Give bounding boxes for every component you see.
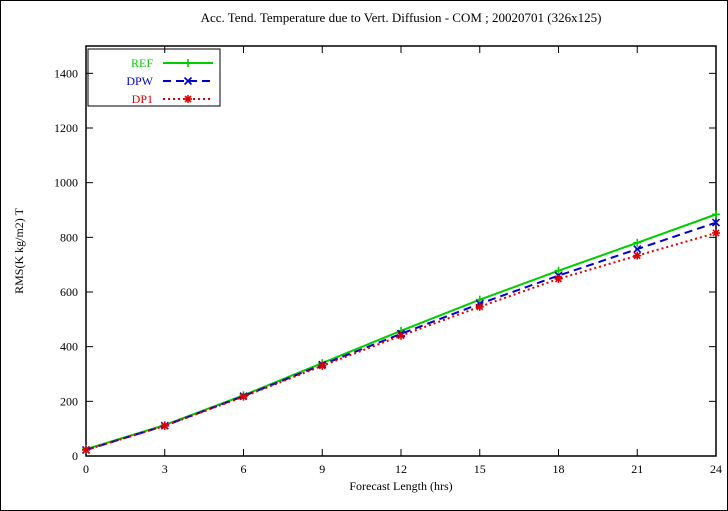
x-tick-label: 15 [474,462,486,476]
x-tick-label: 0 [83,462,89,476]
y-tick-label: 1200 [54,121,78,135]
asterisk-marker-icon [184,95,192,103]
y-tick-label: 400 [60,340,78,354]
x-tick-label: 24 [710,462,722,476]
y-tick-label: 600 [60,285,78,299]
chart-title: Acc. Tend. Temperature due to Vert. Diff… [201,10,602,25]
asterisk-marker-icon [476,303,484,311]
asterisk-marker-icon [82,446,90,454]
asterisk-marker-icon [633,252,641,260]
plot-border [85,45,717,457]
legend-label-dp1: DP1 [132,92,153,106]
x-tick-label: 3 [162,462,168,476]
asterisk-marker-icon [161,422,169,430]
x-tick-label: 12 [395,462,407,476]
series-line-dp1 [85,231,717,451]
asterisk-marker-icon [239,393,248,401]
x-tick-label: 6 [241,462,247,476]
legend: REF DPW DP1 [87,48,221,107]
x-axis-label: Forecast Length (hrs) [349,479,452,493]
cross-marker-icon [183,76,193,86]
asterisk-marker-icon [712,229,720,237]
y-tick-label: 800 [60,230,78,244]
legend-label-ref: REF [131,56,153,70]
y-tick-label: 0 [72,449,78,463]
asterisk-marker-icon [318,362,326,370]
asterisk-marker-icon [554,275,563,283]
cross-marker-icon [711,218,721,227]
y-tick-label: 200 [60,394,78,408]
x-tick-label: 21 [631,462,643,476]
x-tick-label: 9 [319,462,325,476]
series-dp1 [82,228,720,454]
y-tick-label: 1400 [54,66,78,80]
x-tick-label: 18 [553,462,565,476]
asterisk-marker-icon [397,332,405,340]
legend-label-dpw: DPW [126,74,153,88]
y-axis-label: RMS(K kg/m2) T [12,207,26,293]
y-tick-label: 1000 [54,176,78,190]
legend-box [87,48,221,107]
cross-marker-icon [633,245,642,254]
